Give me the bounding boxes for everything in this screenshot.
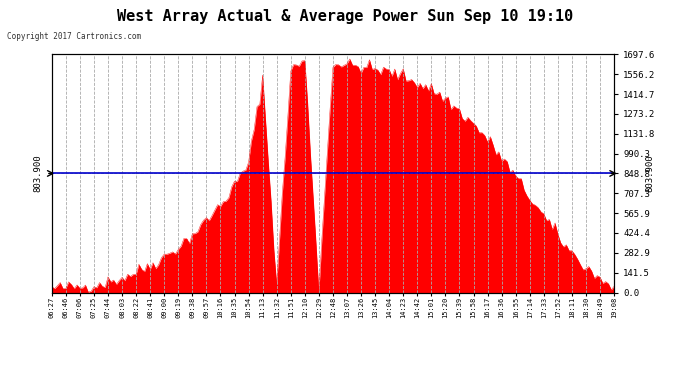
Text: Copyright 2017 Cartronics.com: Copyright 2017 Cartronics.com <box>7 32 141 41</box>
Text: West Array Actual & Average Power Sun Sep 10 19:10: West Array Actual & Average Power Sun Se… <box>117 9 573 24</box>
Text: 803.900: 803.900 <box>645 154 654 192</box>
